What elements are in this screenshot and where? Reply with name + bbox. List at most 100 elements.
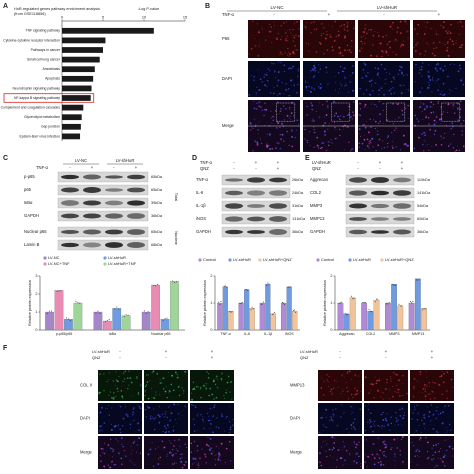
cell-dot <box>216 417 218 419</box>
cell-dot <box>331 46 334 48</box>
cell-dot <box>388 397 391 400</box>
cell-dot <box>212 416 214 418</box>
cell-dot <box>358 455 360 458</box>
cell-dot <box>344 82 346 84</box>
cell-dot <box>427 144 429 146</box>
micrograph-bg <box>410 403 454 434</box>
cell-dot <box>405 143 408 146</box>
cell-dot <box>374 30 376 32</box>
cell-dot <box>343 36 346 39</box>
cell-dot <box>387 54 389 56</box>
cell-dot <box>426 385 428 387</box>
y-tick-label: 1 <box>330 301 332 305</box>
bar <box>337 302 344 331</box>
cell-dot <box>432 111 435 113</box>
cell-dot <box>253 79 255 81</box>
cell-dot <box>380 464 382 466</box>
cell-dot <box>426 441 429 444</box>
cell-dot <box>290 67 293 70</box>
cell-dot <box>437 64 440 66</box>
cell-dot <box>368 392 370 395</box>
cell-dot <box>402 44 405 46</box>
y-tick-label: 1 <box>35 310 37 314</box>
cell-dot <box>136 451 138 453</box>
cell-dot <box>428 123 430 125</box>
cell-dot <box>386 72 388 74</box>
cell-dot <box>206 371 208 373</box>
replicate-dot <box>108 319 110 321</box>
cell-dot <box>252 24 254 26</box>
cell-dot <box>323 116 325 118</box>
cell-dot <box>279 110 282 113</box>
cell-dot <box>402 395 404 396</box>
cell-dot <box>215 426 218 428</box>
cell-dot <box>154 416 157 419</box>
cell-dot <box>320 416 323 419</box>
cell-dot <box>343 459 346 462</box>
cell-dot <box>108 378 110 380</box>
legend-swatch <box>103 256 107 260</box>
cell-dot <box>432 427 435 430</box>
cell-dot <box>99 411 102 414</box>
replicate-dot <box>75 301 77 303</box>
cell-dot <box>118 376 120 377</box>
cell-dot <box>213 406 216 409</box>
replicate-dot <box>127 314 129 316</box>
cell-dot <box>418 66 420 68</box>
cell-dot <box>194 405 196 407</box>
cell-dot <box>423 21 425 23</box>
cell-dot <box>220 380 222 382</box>
cell-dot <box>429 128 432 131</box>
cell-dot <box>413 147 416 150</box>
cell-dot <box>132 441 135 444</box>
cell-dot <box>444 405 447 408</box>
protein-label: GAPDH <box>310 229 325 234</box>
cell-dot <box>368 418 371 421</box>
legend-label: LV-NC <box>48 255 60 260</box>
cell-dot <box>368 147 370 149</box>
cell-dot <box>334 20 337 23</box>
replicate-dot <box>394 284 396 286</box>
cell-dot <box>391 145 393 147</box>
cell-dot <box>399 70 401 71</box>
replicate-dot <box>368 309 370 311</box>
cell-dot <box>125 403 126 405</box>
replicate-dot <box>347 314 349 316</box>
cell-dot <box>193 462 195 464</box>
cell-dot <box>372 146 374 148</box>
replicate-dot <box>244 289 246 291</box>
treatment-label: QNZ <box>200 166 209 171</box>
micrograph-bg <box>144 436 188 469</box>
micrograph-bg <box>318 436 362 469</box>
row-label: P65 <box>222 36 230 41</box>
blot-band <box>349 203 367 209</box>
cell-dot <box>271 64 273 66</box>
cell-dot <box>377 424 379 427</box>
cell-dot <box>383 425 386 428</box>
cell-dot <box>313 120 315 122</box>
cell-dot <box>353 426 355 428</box>
cell-dot <box>274 110 277 112</box>
cell-dot <box>363 135 365 137</box>
cell-dot <box>419 53 422 55</box>
protein-label: iNOS <box>196 216 206 221</box>
cell-dot <box>309 144 311 147</box>
cell-dot <box>194 406 197 409</box>
bar <box>343 313 350 331</box>
cell-dot <box>286 130 289 133</box>
cell-dot <box>164 416 166 418</box>
cell-dot <box>332 115 334 117</box>
cell-dot <box>121 425 124 427</box>
cell-dot <box>268 30 270 32</box>
cell-dot <box>271 41 273 43</box>
treatment-label: QNZ <box>312 166 321 171</box>
cell-dot <box>376 453 378 455</box>
cell-dot <box>432 103 435 106</box>
cell-dot <box>442 69 445 72</box>
bar <box>280 302 287 331</box>
cell-dot <box>149 417 152 420</box>
blot-band <box>127 242 145 248</box>
cell-dot <box>170 452 172 454</box>
cell-dot <box>297 123 300 125</box>
cell-dot <box>248 93 251 96</box>
